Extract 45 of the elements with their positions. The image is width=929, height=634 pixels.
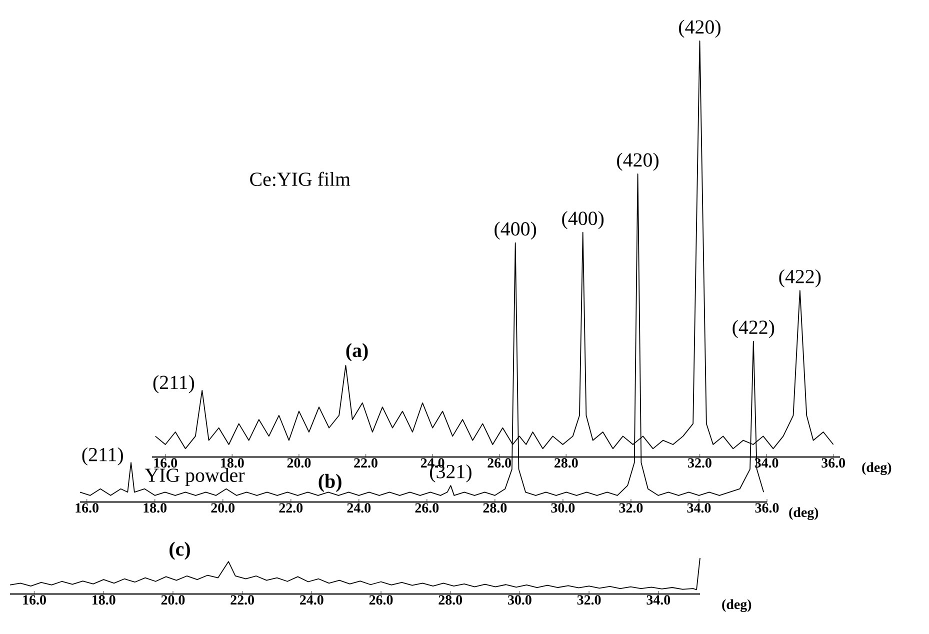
annotation: (400) — [562, 211, 604, 230]
x-tick-label: 22.0 — [279, 503, 303, 513]
x-axis-title: (deg) — [862, 462, 892, 476]
x-tick-label: 32.0 — [619, 503, 643, 513]
x-axis-title: (deg) — [722, 599, 752, 612]
x-tick-label: 16.0 — [23, 595, 46, 605]
x-tick-label: 32.0 — [577, 595, 601, 605]
x-tick-label: 22.0 — [230, 595, 254, 605]
x-tick-label: 18.0 — [144, 503, 166, 513]
annotation: (422) — [779, 269, 821, 288]
x-tick-label: 16.0 — [154, 458, 178, 468]
annotation: (422) — [732, 320, 774, 338]
x-tick-label: 16.0 — [76, 503, 98, 513]
annotation: (420) — [679, 20, 720, 38]
x-tick-label: 36.0 — [755, 503, 779, 513]
x-tick-label: 28.0 — [438, 595, 462, 605]
annotation: (c) — [170, 542, 190, 560]
x-tick-label: 24.0 — [347, 503, 371, 513]
text: Ce:YIG film — [250, 172, 350, 186]
annotation: (211) — [82, 447, 123, 466]
x-tick-label: 22.0 — [354, 458, 378, 468]
x-tick-label: 32.0 — [688, 458, 712, 468]
x-tick-label: 34.0 — [646, 595, 670, 605]
x-axis-title: (deg) — [789, 507, 818, 520]
x-tick-label: 26.0 — [488, 458, 512, 468]
x-tick-label: 28.0 — [483, 503, 507, 513]
annotation: (a) — [346, 343, 368, 362]
x-tick-label: 18.0 — [221, 458, 244, 468]
x-tick-label: 26.0 — [369, 595, 393, 605]
x-tick-label: 36.0 — [822, 458, 845, 468]
x-tick-label: 24.0 — [300, 595, 324, 605]
x-tick-label: 18.0 — [92, 595, 116, 605]
text: YIG powder — [144, 468, 245, 486]
x-tick-label: 28.0 — [554, 458, 578, 468]
x-tick-label: 20.0 — [211, 503, 235, 513]
x-tick-label: 26.0 — [415, 503, 439, 513]
annotation: (420) — [617, 152, 658, 171]
annotation: (b) — [318, 474, 342, 492]
x-tick-label: 30.0 — [508, 595, 532, 605]
x-tick-label: 30.0 — [551, 503, 575, 513]
annotation: (400) — [494, 222, 536, 240]
x-tick-label: 20.0 — [287, 458, 311, 468]
x-tick-label: 34.0 — [687, 503, 711, 513]
x-tick-label: 20.0 — [161, 595, 185, 605]
annotation: (211) — [153, 375, 194, 394]
